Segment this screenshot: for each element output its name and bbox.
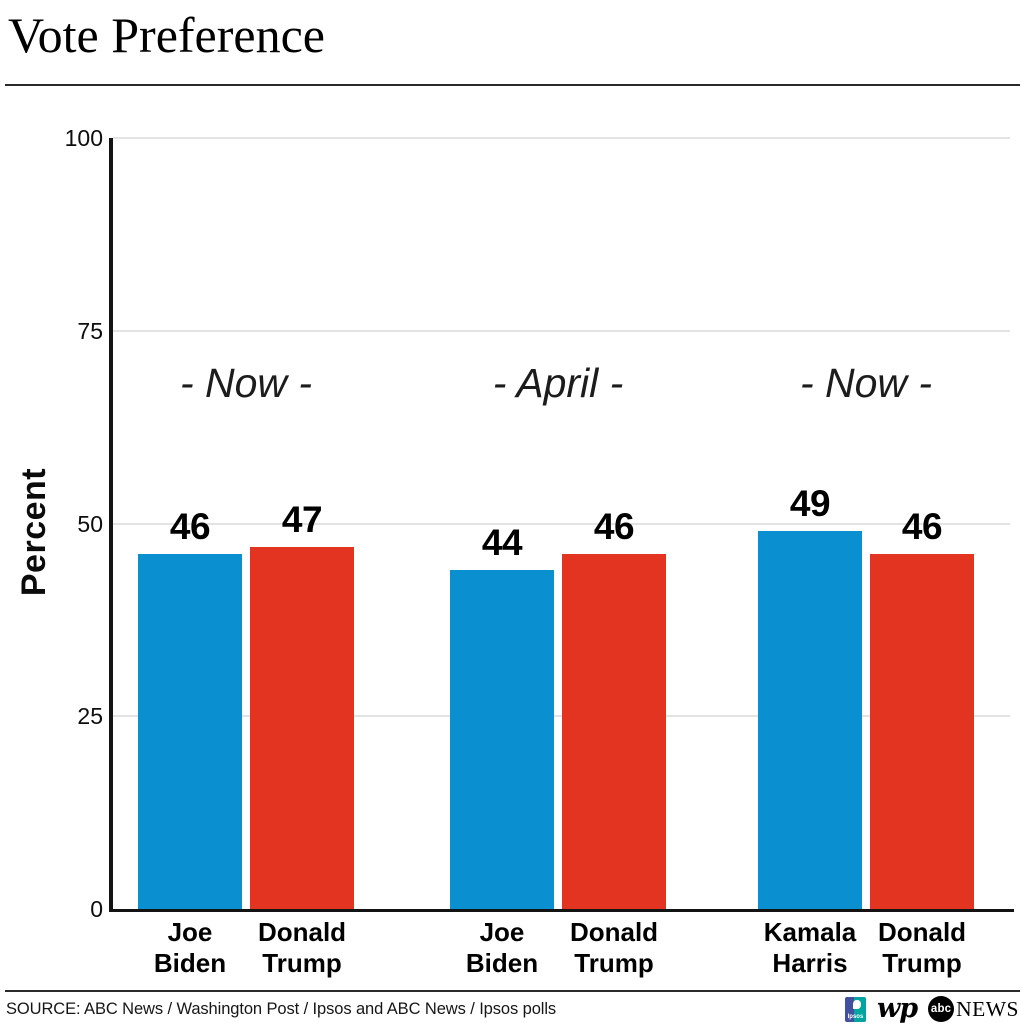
bar-kamala-harris [758, 531, 862, 909]
bar-value-donald-trump: 47 [281, 498, 323, 540]
ipsos-logo-text: Ipsos [847, 1013, 864, 1020]
bar-value-joe-biden: 44 [481, 521, 523, 563]
gridline-25 [113, 715, 1010, 718]
footer-rule [5, 990, 1020, 992]
bar-label-joe-biden: Joe Biden [153, 917, 227, 978]
bar-value-joe-biden: 46 [169, 506, 211, 548]
y-tick-label-50: 50 [77, 510, 103, 537]
gridline-50 [113, 522, 1010, 525]
ipsos-mark-icon [852, 999, 861, 1009]
bar-joe-biden [138, 554, 242, 909]
group-annotation-0: - Now - [179, 360, 313, 406]
source-note: SOURCE: ABC News / Washington Post / Ips… [6, 1000, 557, 1018]
bar-donald-trump [870, 554, 974, 909]
bar-value-donald-trump: 46 [593, 506, 635, 548]
y-tick-label-75: 75 [77, 317, 103, 344]
bar-label-joe-biden: Joe Biden [465, 917, 539, 978]
y-tick-label-25: 25 [77, 703, 103, 730]
y-tick-label-100: 100 [64, 125, 103, 151]
gridline-75 [113, 329, 1010, 332]
bar-donald-trump [250, 546, 354, 909]
group-annotation-2: - Now - [799, 360, 933, 406]
ipsos-logo: Ipsos [844, 996, 866, 1022]
abc-circle-icon: abc [928, 996, 955, 1022]
bar-label-kamala-harris: Kamala Harris [763, 917, 857, 978]
logo-row: Ipsos wp abc NEWS [844, 993, 1019, 1024]
washington-post-logo: wp [876, 993, 918, 1024]
bar-label-donald-trump: Donald Trump [257, 917, 347, 978]
title-rule [5, 84, 1020, 86]
bar-value-kamala-harris: 49 [789, 483, 831, 525]
plot-area: 0 25 50 75 100 - Now - 46 Joe Biden 47 Donald Tru… [65, 125, 1014, 978]
bar-joe-biden [450, 569, 554, 909]
bar-label-donald-trump: Donald Trump [569, 917, 659, 978]
y-axis-line [109, 138, 113, 909]
bar-value-donald-trump: 46 [901, 506, 943, 548]
abc-news-logo: abc NEWS [928, 996, 1019, 1022]
bar-label-donald-trump: Donald Trump [877, 917, 967, 978]
group-annotation-1: - April - [492, 360, 624, 406]
x-axis-line [109, 909, 1014, 912]
abc-news-text: NEWS [956, 996, 1019, 1021]
chart-title: Vote Preference [8, 7, 325, 63]
y-tick-label-0: 0 [90, 896, 103, 922]
gridline-100 [113, 137, 1010, 139]
bar-donald-trump [562, 554, 666, 909]
